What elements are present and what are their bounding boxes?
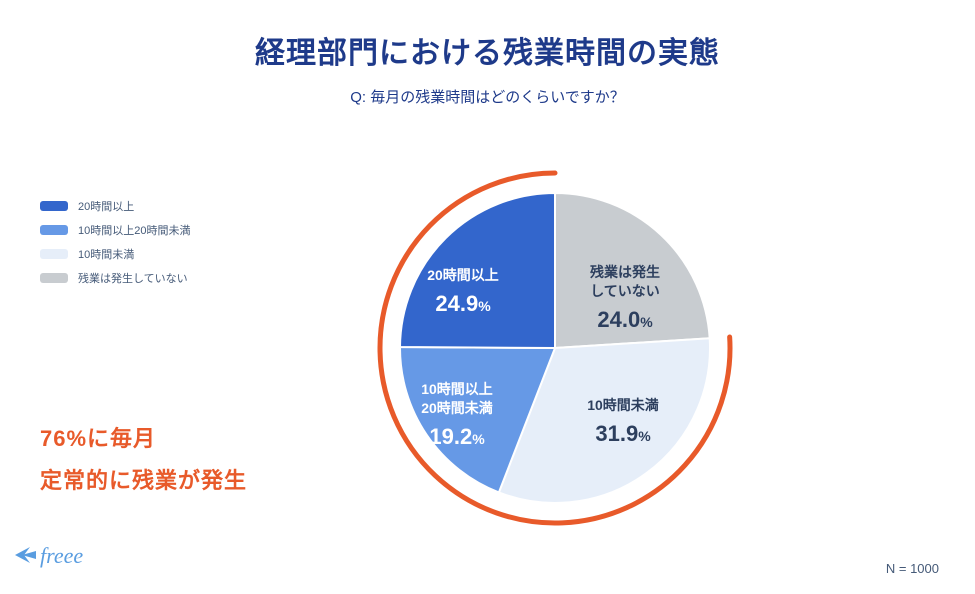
slice-label: 残業は発生していない 24.0% [570,263,680,334]
slice-percent: 24.9% [408,289,518,319]
page-title: 経理部門における残業時間の実態 [0,28,975,72]
legend-item: 残業は発生していない [40,270,190,286]
slice-label: 10時間以上20時間未満 19.2% [402,380,512,451]
legend-item: 20時間以上 [40,198,190,214]
question-subtitle: Q: 毎月の残業時間はどのくらいですか？ [0,86,975,107]
legend-swatch [40,249,68,259]
legend-swatch [40,201,68,211]
callout-line-2: 定常的に残業が発生 [40,460,247,502]
slice-category: 残業は発生していない [570,263,680,301]
callout-line-1: 76%に毎月 [40,418,247,460]
slice-label: 10時間未満 31.9% [568,396,678,449]
slice-label: 20時間以上 24.9% [408,266,518,319]
legend-label: 20時間以上 [78,198,134,214]
slice-category: 10時間未満 [568,396,678,415]
legend-item: 10時間以上20時間未満 [40,222,190,238]
legend-item: 10時間未満 [40,246,190,262]
legend-swatch [40,273,68,283]
legend-label: 残業は発生していない [78,270,188,286]
pie-svg [345,148,765,568]
callout: 76%に毎月 定常的に残業が発生 [40,418,247,502]
sample-size-note: N = 1000 [886,561,939,576]
slice-category: 20時間以上 [408,266,518,285]
legend-label: 10時間未満 [78,246,134,262]
slice-percent: 24.0% [570,305,680,335]
slice-percent: 31.9% [568,419,678,449]
logo-text: freee [40,543,83,568]
legend: 20時間以上 10時間以上20時間未満 10時間未満残業は発生していない [40,198,190,294]
slice-category: 10時間以上20時間未満 [402,380,512,418]
pie-chart: 残業は発生していない 24.0% 10時間未満 31.9% 10時間以上20時間未満 19… [345,148,765,568]
brand-logo: freee [12,535,102,580]
slice-percent: 19.2% [402,422,512,452]
swallow-icon: freee [12,535,102,575]
legend-swatch [40,225,68,235]
legend-label: 10時間以上20時間未満 [78,222,190,238]
